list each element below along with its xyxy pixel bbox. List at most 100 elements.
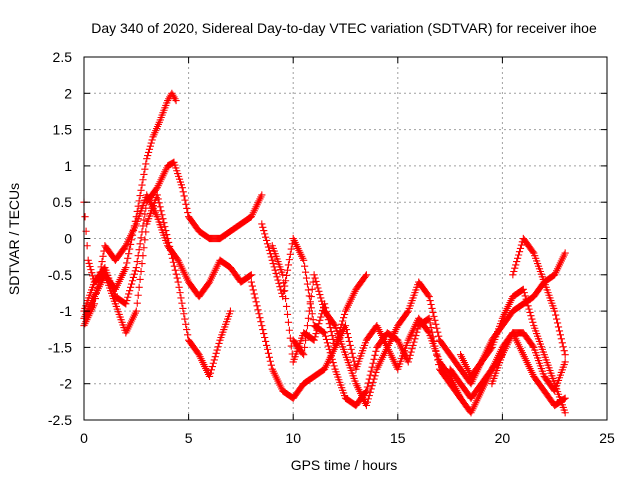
data-point [300, 256, 308, 264]
data-point [425, 314, 433, 322]
data-point [250, 290, 258, 298]
data-point [312, 329, 320, 338]
data-point [183, 204, 191, 213]
data-point [558, 339, 566, 347]
x-tick-label: 15 [390, 430, 406, 446]
data-point [251, 294, 259, 302]
data-point [153, 191, 161, 199]
data-point [164, 234, 172, 243]
data-point [527, 312, 535, 320]
x-tick-label: 10 [285, 430, 301, 446]
data-point [140, 170, 148, 179]
data-point [282, 271, 291, 280]
data-point [141, 165, 149, 173]
data-point [123, 296, 131, 305]
data-point [142, 228, 150, 236]
data-point [303, 322, 312, 330]
data-point [523, 298, 531, 307]
data-point [265, 246, 274, 254]
data-point [314, 284, 322, 292]
data-point [137, 267, 145, 276]
data-point [139, 252, 147, 260]
data-point [560, 347, 568, 355]
data-point [312, 277, 320, 285]
data-point [520, 289, 528, 297]
data-point [264, 243, 273, 251]
data-point [141, 210, 149, 218]
data-point [165, 95, 173, 103]
axis-ticks [83, 56, 608, 421]
data-point [301, 336, 310, 344]
data-point [84, 256, 92, 264]
data-point [328, 331, 336, 340]
data-points [80, 89, 569, 417]
data-point [208, 362, 216, 371]
data-point [307, 292, 315, 301]
data-point [521, 292, 529, 300]
data-point [301, 343, 309, 351]
data-point [367, 367, 375, 375]
data-point [262, 337, 270, 346]
x-tick-label: 0 [80, 430, 88, 446]
data-point [269, 259, 277, 268]
data-point [366, 388, 374, 396]
data-point [259, 325, 267, 334]
data-point [267, 253, 275, 261]
data-point [266, 357, 274, 365]
data-point [81, 213, 89, 221]
data-point [138, 259, 146, 268]
data-point [273, 273, 281, 281]
data-point [348, 349, 356, 357]
data-point [159, 215, 167, 223]
data-point [529, 248, 537, 256]
y-tick-label: -2.5 [48, 412, 72, 428]
data-point [365, 391, 373, 400]
x-tick-label: 25 [599, 430, 615, 446]
data-point [184, 331, 192, 339]
data-point [262, 341, 271, 350]
data-point [309, 316, 317, 324]
y-tick-label: 0 [64, 231, 72, 247]
data-point [168, 89, 176, 97]
data-point [344, 333, 352, 342]
data-point [209, 359, 217, 367]
data-point [517, 241, 526, 249]
data-point [326, 324, 334, 332]
data-point [302, 274, 311, 282]
data-point [371, 372, 379, 380]
data-point [139, 222, 147, 230]
data-point [182, 200, 190, 208]
data-point [263, 240, 272, 248]
data-point [136, 192, 144, 200]
data-point [515, 248, 524, 256]
y-tick-label: -1 [60, 303, 73, 319]
data-point [175, 283, 183, 291]
data-point [346, 341, 354, 350]
data-point [170, 93, 178, 101]
data-point [516, 244, 525, 252]
data-point [561, 249, 569, 257]
data-point [226, 307, 235, 315]
data-point [136, 275, 144, 284]
data-point [310, 336, 318, 344]
data-point [179, 188, 187, 196]
x-tick-label: 20 [495, 430, 511, 446]
data-point [122, 263, 130, 272]
data-point [284, 318, 293, 326]
data-point [122, 300, 130, 308]
data-point [364, 379, 372, 387]
data-point [83, 242, 91, 250]
data-point [171, 95, 179, 103]
data-point [145, 145, 154, 153]
data-point [130, 270, 138, 278]
data-point [325, 345, 333, 353]
data-point [427, 300, 435, 309]
data-point [328, 355, 336, 363]
data-point [317, 313, 325, 321]
data-point [316, 316, 324, 324]
data-point [431, 316, 439, 324]
data-point [511, 264, 519, 272]
data-point [347, 345, 355, 353]
